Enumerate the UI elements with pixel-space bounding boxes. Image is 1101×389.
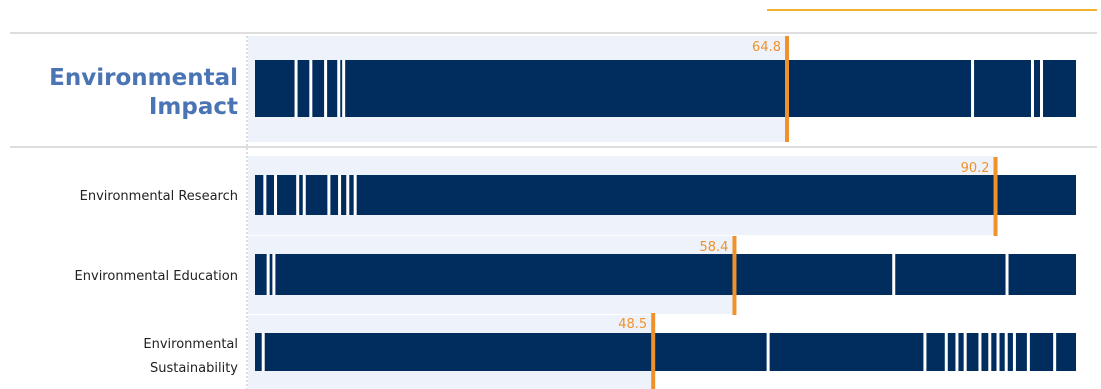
bar-gap-line bbox=[955, 333, 959, 371]
score-marker-label: 58.4 bbox=[700, 240, 729, 255]
bar-gap-line bbox=[296, 175, 300, 215]
bar-gap-line bbox=[266, 254, 270, 295]
score-marker-label: 90.2 bbox=[961, 161, 990, 176]
score-marker-label: 64.8 bbox=[752, 40, 781, 55]
row-label: Impact bbox=[149, 94, 238, 120]
bar-gap-line bbox=[892, 254, 896, 295]
bar-gap-line bbox=[1053, 333, 1057, 371]
bar-gap-line bbox=[327, 175, 331, 215]
bar-gap-line bbox=[944, 333, 948, 371]
bar-gap-line bbox=[309, 60, 313, 117]
bar-gap-line bbox=[988, 333, 992, 371]
chart-row: 58.4 Environmental Education bbox=[75, 236, 1076, 315]
bar-gap-line bbox=[337, 60, 341, 117]
row-label: Sustainability bbox=[150, 361, 238, 376]
bar-gap-line bbox=[978, 333, 982, 371]
bar-gap-line bbox=[342, 60, 346, 117]
distribution-bar bbox=[255, 333, 1076, 371]
bar-gap-line bbox=[996, 333, 1000, 371]
chart-row: 48.5 Environmental Sustainability bbox=[143, 313, 1076, 389]
bar-gap-line bbox=[1026, 333, 1030, 371]
bar-gap-line bbox=[1005, 254, 1009, 295]
distribution-bar bbox=[255, 254, 1076, 295]
bar-gap-line bbox=[1004, 333, 1008, 371]
row-label: Environmental bbox=[143, 337, 238, 352]
row-label: Environmental bbox=[49, 65, 238, 91]
distribution-bar bbox=[255, 60, 1076, 117]
bar-gap-line bbox=[263, 175, 267, 215]
bar-gap-line bbox=[353, 175, 357, 215]
bar-gap-line bbox=[346, 175, 350, 215]
bar-gap-line bbox=[338, 175, 342, 215]
bar-gap-line bbox=[971, 60, 975, 117]
bar-gap-line bbox=[302, 175, 306, 215]
score-marker-label: 48.5 bbox=[618, 317, 647, 332]
bar-gap-line bbox=[1012, 333, 1016, 371]
bar-gap-line bbox=[923, 333, 927, 371]
bar-gap-line bbox=[274, 175, 278, 215]
chart-row: 64.8 Environmental Impact bbox=[49, 36, 1076, 142]
bar-gap-line bbox=[1040, 60, 1044, 117]
row-label: Environmental Research bbox=[80, 189, 238, 204]
bar-gap-line bbox=[272, 254, 276, 295]
row-label: Environmental Education bbox=[75, 269, 238, 284]
chart-row: 90.2 Environmental Research bbox=[80, 156, 1076, 236]
bar-gap-line bbox=[1030, 60, 1034, 117]
bar-gap-line bbox=[766, 333, 770, 371]
bar-gap-line bbox=[294, 60, 298, 117]
bar-gap-line bbox=[261, 333, 265, 371]
bar-gap-line bbox=[324, 60, 328, 117]
bar-gap-line bbox=[963, 333, 967, 371]
distribution-bar bbox=[255, 175, 1076, 215]
